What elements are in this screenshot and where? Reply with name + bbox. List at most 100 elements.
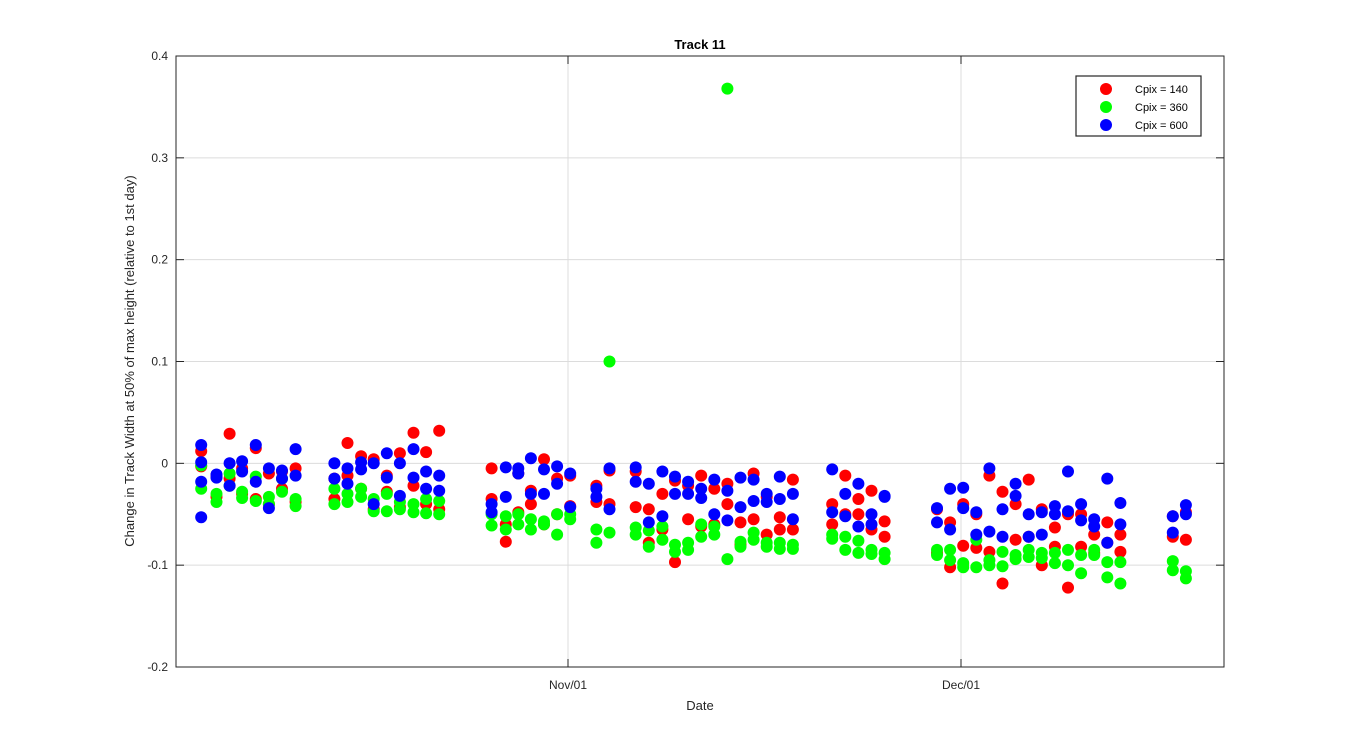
- data-point: [393, 457, 406, 470]
- data-point: [433, 469, 446, 482]
- data-point: [839, 530, 852, 543]
- data-point: [236, 455, 249, 468]
- data-point: [852, 546, 865, 559]
- data-point: [1114, 497, 1127, 509]
- data-point: [786, 473, 799, 486]
- data-point: [760, 496, 773, 508]
- y-tick-label: 0.2: [151, 253, 168, 267]
- data-point: [852, 508, 865, 521]
- data-point: [1101, 556, 1114, 569]
- data-point: [1101, 472, 1114, 485]
- x-tick-label: Dec/01: [942, 678, 980, 692]
- data-point: [642, 503, 655, 516]
- data-point: [1062, 505, 1074, 518]
- data-point: [839, 487, 852, 500]
- data-point: [1179, 572, 1192, 585]
- data-point: [499, 523, 512, 536]
- data-point: [380, 471, 393, 484]
- data-point: [276, 472, 288, 485]
- data-point: [682, 487, 695, 500]
- data-point: [499, 461, 512, 474]
- data-point: [865, 484, 878, 497]
- data-point: [1048, 521, 1061, 534]
- data-point: [210, 471, 223, 484]
- data-point: [878, 553, 891, 566]
- data-point: [603, 355, 616, 368]
- data-point: [878, 515, 891, 528]
- data-point: [380, 505, 393, 518]
- data-point: [1022, 473, 1035, 486]
- data-point: [524, 513, 537, 526]
- data-point: [1062, 543, 1074, 556]
- data-point: [1166, 510, 1179, 523]
- data-point: [996, 545, 1009, 558]
- data-point: [760, 528, 773, 541]
- data-point: [786, 513, 799, 526]
- data-point: [656, 487, 669, 500]
- data-point: [249, 475, 262, 488]
- data-point: [1062, 559, 1074, 572]
- data-point: [865, 548, 878, 560]
- data-point: [944, 543, 957, 556]
- data-point: [682, 513, 695, 526]
- data-point: [407, 443, 420, 456]
- data-point: [355, 463, 368, 476]
- data-point: [1101, 516, 1114, 529]
- data-point: [538, 518, 550, 531]
- data-point: [970, 561, 983, 574]
- data-point: [721, 553, 734, 566]
- data-point: [1088, 549, 1101, 561]
- data-point: [407, 426, 420, 439]
- data-point: [996, 577, 1009, 590]
- data-point: [1114, 518, 1127, 531]
- data-point: [629, 528, 642, 541]
- data-point: [1062, 465, 1074, 478]
- data-point: [931, 549, 943, 561]
- axis-ticks: -0.2 -0.1 0 0.1 0.2 0.3 0.4 Nov/01 Dec/01: [147, 49, 1224, 692]
- data-point: [734, 471, 747, 484]
- data-point: [223, 457, 236, 470]
- data-point: [433, 484, 446, 497]
- data-point: [996, 560, 1009, 573]
- data-point: [669, 556, 681, 569]
- x-axis-label: Date: [686, 698, 713, 713]
- data-point: [747, 473, 760, 486]
- data-point: [420, 493, 433, 505]
- data-point: [485, 519, 498, 532]
- legend-label: Cpix = 600: [1135, 120, 1188, 132]
- y-tick-label: -0.2: [147, 660, 168, 674]
- data-point: [262, 502, 275, 515]
- data-point: [223, 479, 236, 492]
- data-point: [512, 508, 525, 521]
- data-point: [1009, 477, 1022, 490]
- data-point: [551, 460, 564, 473]
- data-point: [603, 462, 616, 475]
- data-point: [289, 443, 302, 456]
- legend-marker: [1100, 119, 1112, 131]
- data-point: [695, 469, 708, 482]
- data-point: [1048, 500, 1061, 513]
- data-point: [1179, 499, 1192, 512]
- data-point: [1166, 555, 1179, 568]
- data-point: [773, 542, 786, 555]
- data-point: [1009, 498, 1022, 511]
- data-point: [682, 543, 695, 556]
- data-point: [328, 472, 341, 485]
- data-point: [236, 492, 249, 504]
- y-tick-label: 0.4: [151, 49, 168, 63]
- data-point: [839, 543, 852, 556]
- data-point: [1048, 508, 1061, 521]
- data-point: [249, 495, 262, 507]
- data-point: [485, 506, 498, 519]
- chart-title: Track 11: [674, 37, 725, 52]
- data-point: [1088, 520, 1101, 533]
- data-point: [341, 437, 354, 449]
- data-point: [695, 530, 708, 543]
- data-point: [708, 482, 721, 495]
- data-point: [393, 489, 406, 502]
- data-point: [1114, 577, 1127, 590]
- x-tick-label: Nov/01: [549, 678, 587, 692]
- data-point: [1022, 530, 1035, 543]
- data-point: [747, 533, 760, 546]
